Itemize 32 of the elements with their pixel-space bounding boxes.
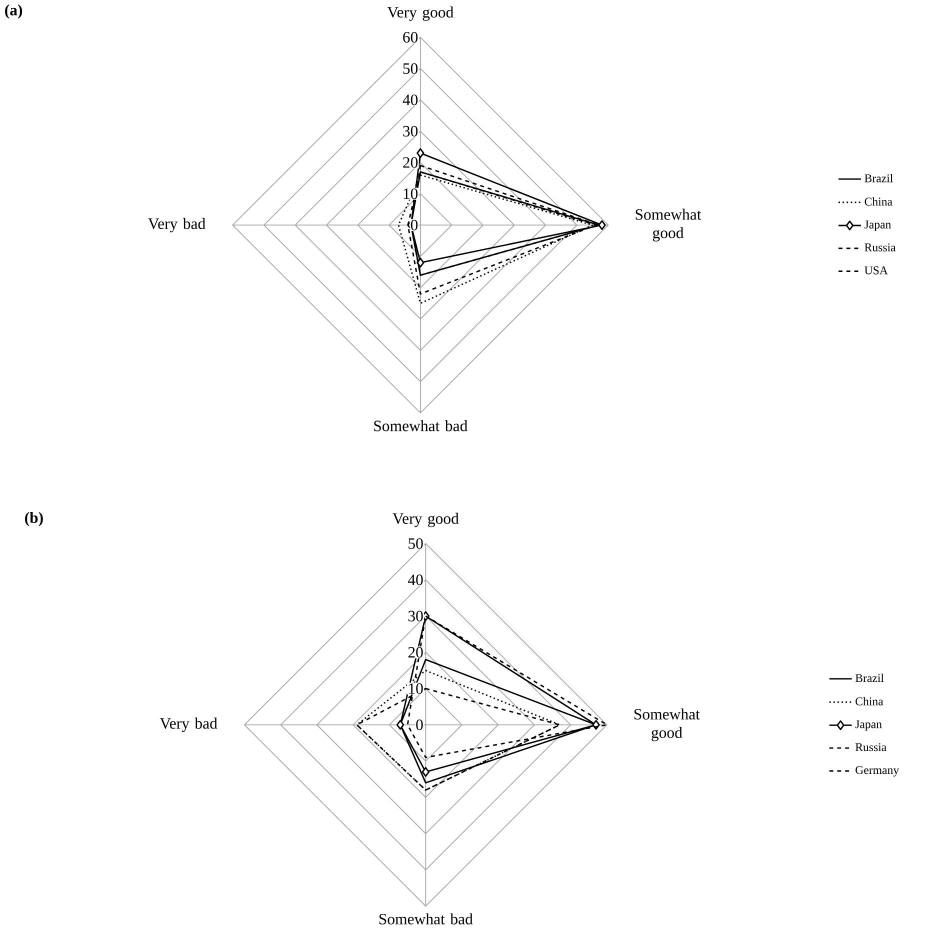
- spoke-label: Somewhat bad: [374, 420, 468, 432]
- y-tick-label: 60: [403, 32, 418, 42]
- spoke-label: Somewhat good: [636, 208, 702, 242]
- spoke-label: Somewhat good: [634, 708, 700, 742]
- spoke-label: Very good: [392, 512, 459, 528]
- legend-label: Brazil: [864, 174, 893, 182]
- spoke-label: Very bad: [148, 218, 206, 232]
- legend-label: USA: [864, 266, 888, 274]
- y-tick-label: 10: [409, 683, 423, 694]
- y-tick-label: 50: [403, 63, 418, 74]
- spoke-label: Very good: [387, 6, 454, 21]
- spoke-label: Somewhat bad: [379, 913, 473, 924]
- y-tick-label: 40: [408, 574, 423, 586]
- y-tick-label: 20: [408, 646, 423, 658]
- y-tick-label: 30: [408, 610, 423, 622]
- y-tick-label: 10: [404, 188, 418, 199]
- y-tick-label: 40: [402, 94, 418, 106]
- chart-title: (b): [25, 512, 43, 526]
- legend-label: Russia: [855, 743, 886, 752]
- spoke-label: Very bad: [160, 718, 218, 732]
- legend-label: Russia: [864, 243, 896, 252]
- legend-label: China: [864, 197, 892, 206]
- text: (a): [5, 4, 22, 19]
- y-tick-label: 0: [416, 719, 423, 730]
- legend-label: Japan: [855, 720, 882, 730]
- legend-label: China: [856, 696, 884, 706]
- y-tick-label: 20: [403, 157, 418, 168]
- legend-label: Germany: [856, 766, 900, 776]
- legend-label: Japan: [864, 220, 892, 231]
- y-tick-label: 30: [403, 126, 418, 136]
- legend-label: Brazil: [855, 674, 884, 682]
- y-tick-label: 50: [408, 538, 423, 549]
